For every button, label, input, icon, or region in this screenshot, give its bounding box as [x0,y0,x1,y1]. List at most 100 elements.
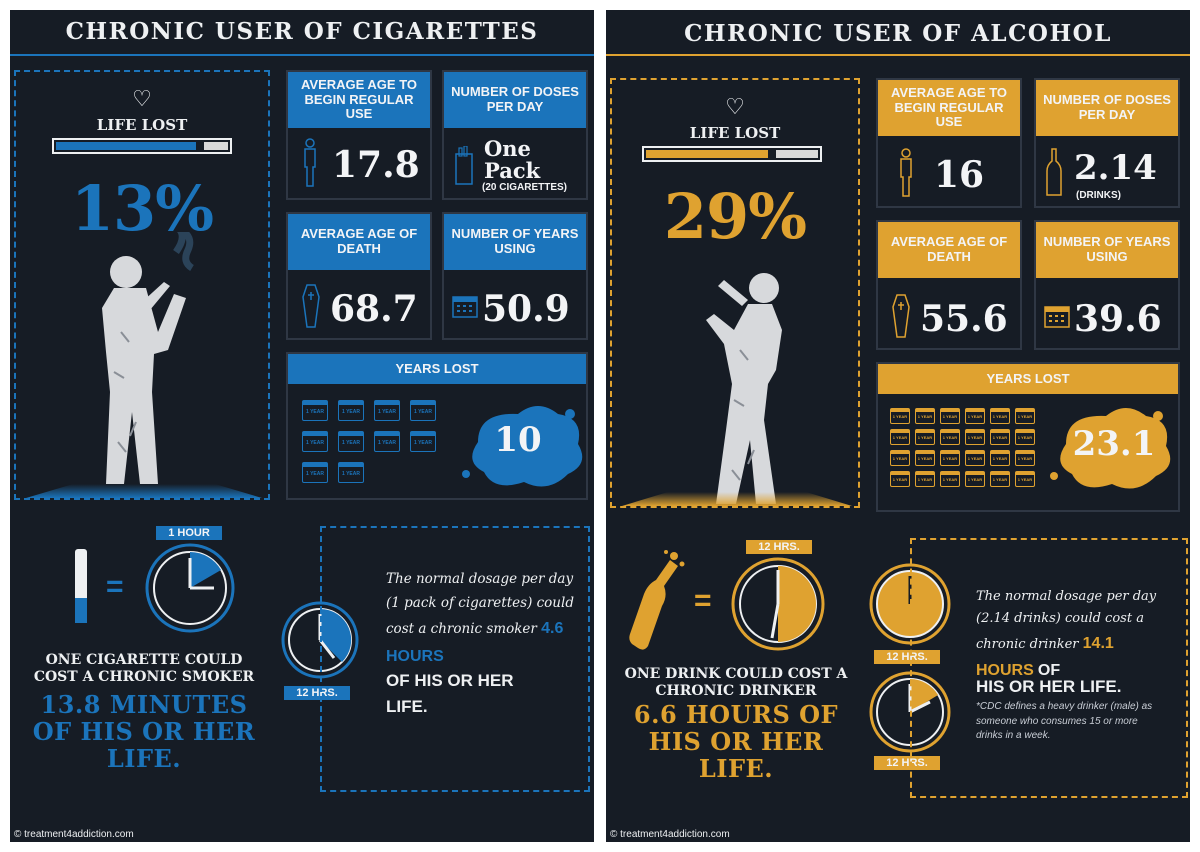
doses-card: NUMBER OF DOSES PER DAY 2.14 (DRINKS) [1034,78,1180,208]
life-lost-bar [52,138,232,154]
year-calendar: 1 YEAR [990,429,1010,445]
bottle-icon [1046,148,1062,196]
daily-cost-box [320,526,590,792]
person-icon [900,148,912,197]
equals-sign: = [106,570,124,603]
drink-cost-title: ONE DRINK COULD COST A CHRONIC DRINKER [624,666,848,699]
life-lost-percent: 13% [70,172,214,245]
daily-cost-text: The normal dosage per day (2.14 drinks) … [976,589,1157,653]
avg-age-death-value: 55.6 [920,298,1008,340]
year-calendar: 1 YEAR [940,429,960,445]
daily-cost-hours: 4.6 HOURS [386,620,564,666]
coffin-icon [302,284,320,328]
daily-cost-hours: 14.1 HOURS [976,635,1114,680]
life-lost-percent: 29% [663,180,807,253]
year-calendar: 1 YEAR [915,429,935,445]
credit: © treatment4addiction.com [610,829,730,840]
life-lost-card: ♡ LIFE LOST 29% [610,78,860,508]
years-using-value: 39.6 [1074,298,1162,340]
year-calendar: 1 YEAR [915,408,935,424]
avg-age-begin-label: AVERAGE AGE TO BEGIN REGULAR USE [878,80,1020,136]
avg-age-death-value: 68.7 [330,288,418,330]
title-underline [10,54,594,56]
doses-card: NUMBER OF DOSES PER DAY One Pack (20 CIG… [442,70,588,200]
year-calendar: 1 YEAR [915,450,935,466]
years-using-card: NUMBER OF YEARS USING 39.6 [1034,220,1180,350]
alcohol-title: CHRONIC USER OF ALCOHOL [684,20,1112,47]
daily-cost-strong: HIS OR HER LIFE. [976,677,1122,696]
coffin-icon [892,294,910,338]
year-calendar: 1 YEAR [890,408,910,424]
year-calendar: 1 YEAR [302,400,328,421]
avg-age-death-card: AVERAGE AGE OF DEATH 68.7 [286,212,432,340]
years-lost-card: YEARS LOST 1 YEAR 1 YEAR 1 YEAR 1 YEAR 1 YEA… [876,362,1180,512]
year-calendar: 1 YEAR [302,431,328,452]
doses-value: 2.14 [1074,148,1157,188]
cigarettes-panel: CHRONIC USER OF CIGARETTES ♡ LIFE LOST 1… [10,10,594,842]
doses-label: NUMBER OF DOSES PER DAY [1036,80,1178,136]
avg-age-begin-label: AVERAGE AGE TO BEGIN REGULAR USE [288,72,430,128]
year-calendar: 1 YEAR [1015,408,1035,424]
cigarettes-title: CHRONIC USER OF CIGARETTES [65,18,539,45]
life-lost-label: LIFE LOST [96,116,188,134]
year-calendar: 1 YEAR [990,450,1010,466]
year-calendar: 1 YEAR [374,400,400,421]
avg-age-death-card: AVERAGE AGE OF DEATH 55.6 [876,220,1022,350]
heart-icon: ♡ [725,94,745,119]
year-calendar: 1 YEAR [890,429,910,445]
year-calendar: 1 YEAR [410,400,436,421]
year-calendar: 1 YEAR [890,471,910,487]
year-calendar: 1 YEAR [965,450,985,466]
cdc-note: *CDC defines a heavy drinker (male) as s… [976,701,1153,741]
years-using-value: 50.9 [482,288,570,330]
cigarette-pack-icon [455,146,473,185]
cigarette-cost-minutes: 13.8 MINUTES OF HIS OR HER LIFE. [32,690,256,773]
years-lost-label: YEARS LOST [878,364,1178,394]
ink-splat [1050,408,1171,489]
life-lost-label: LIFE LOST [689,124,781,142]
year-calendar: 1 YEAR [338,462,364,483]
ink-splat [462,406,583,487]
doses-sub: (20 CIGARETTES) [482,182,568,193]
years-lost-value: 23.1 [1072,424,1156,464]
daily-cost-text: The normal dosage per day (1 pack of cig… [386,571,574,638]
year-calendar: 1 YEAR [940,471,960,487]
bottle-splash-icon [629,550,685,650]
year-calendar: 1 YEAR [1015,471,1035,487]
avg-age-death-label: AVERAGE AGE OF DEATH [288,214,430,270]
heart-icon: ♡ [132,86,152,111]
avg-age-begin-card: AVERAGE AGE TO BEGIN REGULAR USE 16 [876,78,1022,208]
year-calendar: 1 YEAR [890,450,910,466]
avg-age-begin-card: AVERAGE AGE TO BEGIN REGULAR USE 17.8 [286,70,432,200]
cigarette-filter [776,150,818,158]
year-calendar: 1 YEAR [338,400,364,421]
life-lost-bar-fill [646,150,768,158]
equals-sign: = [694,584,712,617]
year-calendar: 1 YEAR [940,450,960,466]
ground-shadow [26,484,262,498]
daily-cost-strong: OF HIS OR HER LIFE. [386,671,514,716]
year-calendar: 1 YEAR [965,429,985,445]
year-calendar: 1 YEAR [990,408,1010,424]
year-calendar: 1 YEAR [302,462,328,483]
year-calendar: 1 YEAR [940,408,960,424]
clock1-label: 12 HRS. [746,540,812,554]
years-lost-label: YEARS LOST [288,354,586,384]
year-calendar: 1 YEAR [990,471,1010,487]
clock-1-hour [145,543,235,633]
year-calendar: 1 YEAR [915,471,935,487]
cigarette-filter [204,142,228,150]
daily-cost-box [910,538,1188,798]
cigarette-icon [75,549,87,623]
doses-value-line2: Pack [484,158,541,183]
year-calendar: 1 YEAR [1015,450,1035,466]
life-lost-bar [642,146,822,162]
title-underline [606,54,1190,56]
clock1-label: 1 HOUR [156,526,222,540]
ground-shadow [622,492,852,506]
clock2-label: 12 HRS. [284,686,350,700]
doses-sub: (DRINKS) [1076,190,1121,201]
calendar-icon [1044,306,1070,328]
clock3-label: 12 HRS. [874,756,940,770]
doses-value-line1: One [484,136,531,161]
